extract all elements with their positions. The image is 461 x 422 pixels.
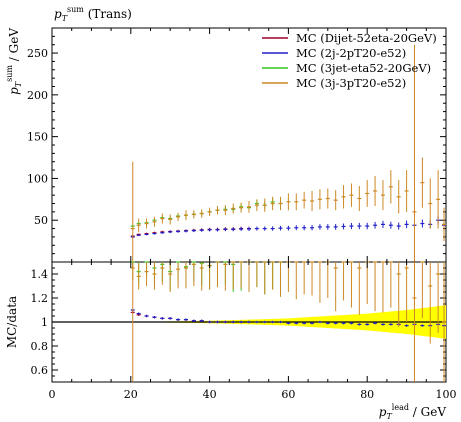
- series-2: [130, 197, 283, 228]
- ratio-tick-label: 1.4: [31, 268, 49, 281]
- series-3: [130, 44, 447, 262]
- legend-label: MC (2j-2pT20-e52): [296, 46, 406, 60]
- ratio-tick-label: 0.8: [31, 340, 49, 353]
- x-axis: 0 20 40 60 80 100 pTlead / GeV: [49, 28, 457, 421]
- legend-label: MC (3jet-eta52-20GeV): [296, 61, 431, 75]
- y-tick-label: 250: [27, 47, 48, 60]
- y-tick-label: 150: [27, 131, 48, 144]
- x-tick-label: 100: [436, 388, 457, 401]
- y-axis-label: pTsum / GeV: [5, 28, 23, 95]
- legend: MC (Dijet-52eta-20GeV)MC (2j-2pT20-e52)M…: [262, 31, 437, 90]
- x-tick-label: 20: [124, 388, 138, 401]
- x-tick-label: 80: [360, 388, 374, 401]
- y-tick-label: 200: [27, 89, 48, 102]
- legend-label: MC (Dijet-52eta-20GeV): [296, 31, 437, 45]
- x-axis-label: pTlead / GeV: [379, 403, 447, 421]
- ratio-tick-label: 0.6: [31, 364, 49, 377]
- ratio-tick-label: 1: [41, 316, 48, 329]
- legend-label: MC (3j-3pT20-e52): [296, 76, 406, 90]
- y-tick-label: 50: [34, 214, 48, 227]
- x-tick-label: 40: [203, 388, 217, 401]
- ratio-panel: 0.6 0.8 1 1.2 1.4 MC/data: [5, 261, 447, 383]
- ratio-tick-label: 1.2: [31, 292, 49, 305]
- x-tick-label: 60: [281, 388, 295, 401]
- main-panel: 50 100 150 200 250 pTsum / GeV: [5, 27, 447, 263]
- ratio-series-2: [130, 261, 283, 297]
- y-tick-label: 100: [27, 172, 48, 185]
- ratio-axis-label: MC/data: [5, 296, 19, 348]
- x-tick-label: 0: [49, 388, 56, 401]
- chart-title-group: pTsum (Trans): [54, 5, 132, 23]
- chart-title: pTsum (Trans): [54, 5, 132, 23]
